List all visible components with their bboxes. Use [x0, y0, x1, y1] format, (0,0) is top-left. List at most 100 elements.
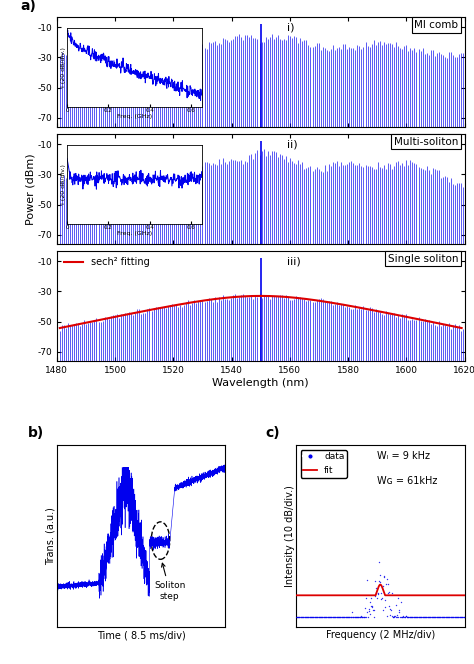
- Point: [438, 612, 446, 622]
- Point: [359, 612, 367, 622]
- Point: [408, 612, 415, 622]
- Point: [306, 612, 313, 622]
- Point: [357, 612, 365, 622]
- Point: [308, 612, 316, 622]
- Point: [344, 612, 352, 622]
- Point: [399, 611, 407, 622]
- Point: [342, 612, 350, 622]
- X-axis label: Wavelength (nm): Wavelength (nm): [212, 378, 309, 388]
- Point: [328, 612, 336, 622]
- Point: [309, 612, 316, 622]
- Point: [424, 612, 432, 622]
- Point: [426, 612, 433, 622]
- Point: [338, 612, 346, 622]
- Point: [370, 612, 377, 622]
- Point: [406, 612, 414, 622]
- Point: [326, 612, 333, 622]
- X-axis label: Time ( 8.5 ms/div): Time ( 8.5 ms/div): [97, 630, 185, 640]
- Point: [385, 601, 393, 612]
- Point: [455, 612, 463, 622]
- Point: [333, 612, 341, 622]
- Point: [330, 612, 337, 622]
- Point: [420, 612, 428, 622]
- Point: [360, 612, 368, 622]
- Point: [310, 612, 318, 622]
- Point: [375, 557, 383, 568]
- Point: [346, 612, 353, 622]
- Point: [412, 612, 419, 622]
- Point: [333, 612, 340, 622]
- Point: [395, 607, 403, 618]
- Point: [321, 612, 328, 622]
- Point: [367, 592, 374, 603]
- Point: [331, 612, 338, 622]
- Point: [382, 579, 390, 590]
- Point: [397, 597, 404, 608]
- Y-axis label: Trans. (a.u.): Trans. (a.u.): [46, 507, 55, 565]
- Point: [383, 610, 391, 621]
- Y-axis label: Power (dBm): Power (dBm): [26, 153, 36, 224]
- Point: [347, 612, 355, 622]
- Point: [332, 612, 340, 622]
- Point: [436, 612, 444, 622]
- Point: [324, 612, 331, 622]
- Point: [455, 612, 462, 622]
- Point: [353, 612, 361, 622]
- Point: [424, 612, 431, 622]
- Point: [450, 612, 458, 622]
- Text: iii): iii): [287, 256, 301, 266]
- Point: [315, 612, 322, 622]
- Point: [319, 612, 326, 622]
- Point: [299, 612, 306, 622]
- Point: [310, 612, 317, 622]
- Point: [405, 612, 413, 622]
- Point: [376, 577, 383, 588]
- Point: [318, 612, 326, 622]
- Point: [418, 612, 426, 622]
- Point: [384, 578, 392, 589]
- Point: [454, 612, 461, 622]
- Point: [439, 612, 447, 622]
- Point: [418, 612, 425, 622]
- Point: [340, 612, 347, 622]
- Point: [401, 612, 409, 622]
- Point: [364, 574, 371, 585]
- Point: [292, 612, 300, 622]
- Point: [425, 612, 432, 622]
- Point: [388, 610, 396, 621]
- Point: [408, 612, 416, 622]
- Point: [453, 612, 460, 622]
- Point: [296, 612, 304, 622]
- Point: [366, 608, 374, 619]
- Point: [294, 612, 301, 622]
- Point: [362, 612, 370, 622]
- Point: [440, 612, 447, 622]
- Point: [402, 610, 410, 621]
- Point: [437, 612, 444, 622]
- Text: Wɢ = 61kHz: Wɢ = 61kHz: [377, 476, 438, 486]
- Point: [363, 592, 370, 603]
- Point: [432, 612, 440, 622]
- Point: [294, 612, 302, 622]
- Point: [351, 612, 359, 622]
- Point: [301, 612, 309, 622]
- Point: [445, 612, 453, 622]
- Point: [341, 612, 349, 622]
- Point: [398, 612, 406, 622]
- Point: [311, 612, 319, 622]
- Point: [347, 612, 355, 622]
- Y-axis label: Intensity (10 dB/div.): Intensity (10 dB/div.): [285, 485, 295, 587]
- Point: [394, 612, 402, 622]
- Point: [327, 612, 335, 622]
- Point: [446, 612, 453, 622]
- Point: [322, 612, 329, 622]
- Point: [429, 612, 437, 622]
- Point: [302, 612, 310, 622]
- Point: [430, 612, 438, 622]
- Point: [410, 612, 417, 622]
- Point: [379, 581, 387, 592]
- Point: [444, 612, 451, 622]
- Point: [435, 612, 442, 622]
- Point: [439, 612, 447, 622]
- Point: [414, 612, 422, 622]
